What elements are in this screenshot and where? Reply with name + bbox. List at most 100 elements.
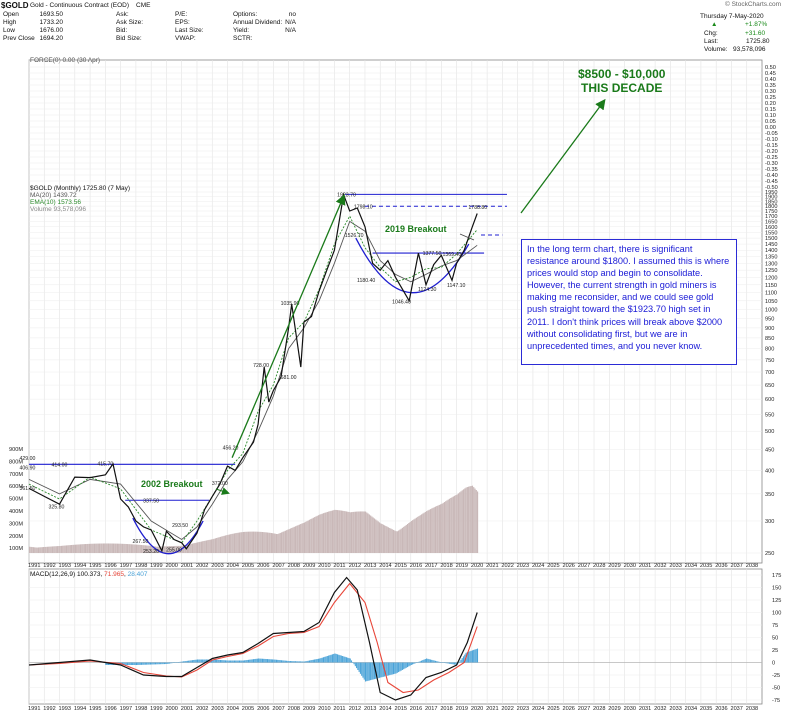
- histogram-bar: [302, 661, 304, 663]
- volume-bar: [424, 511, 426, 553]
- price-tick-label: 1500: [765, 236, 777, 242]
- volume-bar: [104, 543, 106, 553]
- volume-bar: [466, 487, 468, 553]
- histogram-bar: [160, 662, 162, 665]
- force-tick-label: 0.25: [765, 95, 776, 101]
- histogram-bar: [315, 659, 317, 663]
- volume-bar: [191, 543, 194, 553]
- volume-bar: [110, 543, 112, 553]
- legend-ma: MA(20) 1439.72: [30, 192, 77, 199]
- x-tick-label: 2013: [364, 563, 376, 569]
- histogram-bar: [200, 659, 202, 663]
- histogram-bar: [165, 662, 167, 665]
- quote-key: Open: [3, 11, 19, 18]
- volume-bar: [427, 510, 429, 553]
- x-tick-label: 2030: [624, 563, 636, 569]
- volume-bar: [460, 491, 462, 553]
- volume-bar: [31, 547, 33, 553]
- volume-bar: [105, 543, 107, 553]
- volume-bar: [64, 545, 66, 553]
- histogram-bar: [282, 660, 284, 663]
- macd-prefix: MACD(12,26,9): [30, 571, 76, 578]
- volume-bar: [109, 543, 111, 553]
- histogram-bar: [312, 659, 314, 663]
- volume-bar: [259, 531, 261, 553]
- volume-bar: [465, 487, 467, 553]
- histogram-bar: [273, 659, 275, 663]
- volume-bar: [184, 545, 186, 553]
- price-tick-label: 700: [765, 370, 774, 376]
- volume-bar: [269, 532, 271, 553]
- volume-bar: [175, 545, 177, 553]
- volume-bar: [423, 512, 425, 553]
- histogram-bar: [149, 662, 151, 665]
- volume-bar: [404, 525, 406, 553]
- volume-bar: [39, 547, 41, 553]
- volume-bar: [65, 545, 68, 553]
- volume-bar: [241, 532, 243, 553]
- x-tick-label: 2016: [410, 706, 422, 712]
- histogram-bar: [245, 660, 247, 663]
- quote-key: Yield:: [233, 27, 250, 34]
- volume-bar: [461, 490, 463, 553]
- volume-bar: [335, 509, 337, 553]
- histogram-bar: [325, 656, 327, 663]
- histogram-bar: [190, 660, 192, 663]
- histogram-bar: [390, 662, 392, 675]
- histogram-bar: [222, 660, 224, 663]
- histogram-bar: [408, 662, 410, 667]
- histogram-bar: [252, 659, 255, 663]
- price-line: [28, 192, 478, 553]
- quote-key: Annual Dividend:: [233, 19, 283, 26]
- histogram-bar: [195, 659, 197, 663]
- volume-bar: [406, 523, 409, 553]
- legend: $GOLD (Monthly) 1725.80 (7 May) MA(20) 1…: [30, 185, 130, 213]
- volume-tick-label: 600M: [9, 484, 23, 490]
- volume-bar: [210, 539, 213, 553]
- price-label: 414.00: [52, 462, 68, 468]
- volume-bar: [32, 547, 35, 553]
- quote-value: no: [288, 11, 296, 18]
- histogram-bar: [233, 660, 235, 663]
- histogram-bar: [468, 651, 470, 663]
- price-tick-label: 1900: [765, 195, 777, 201]
- x-tick-label: 2010: [318, 706, 330, 712]
- price-label: 728.00: [253, 363, 269, 369]
- x-tick-label: 2021: [486, 563, 498, 569]
- volume-bar: [412, 520, 414, 553]
- volume-bar: [247, 531, 250, 553]
- histogram-bar: [409, 662, 411, 666]
- volume-bar: [471, 485, 474, 553]
- volume-bar: [74, 544, 77, 553]
- volume-bars: [29, 485, 479, 553]
- histogram-bar: [143, 662, 145, 665]
- force-tick-label: -0.15: [765, 143, 778, 149]
- histogram-bar: [442, 662, 444, 663]
- volume-bar: [289, 528, 292, 553]
- histogram-bar: [455, 662, 457, 665]
- x-tick-label: 2036: [715, 706, 727, 712]
- histogram-bar: [448, 662, 451, 664]
- volume-bar: [470, 485, 472, 553]
- histogram-bar: [366, 662, 368, 682]
- volume-bar: [73, 544, 75, 553]
- histogram-bar: [433, 660, 435, 663]
- volume-bar: [272, 533, 274, 553]
- x-tick-label: 2011: [333, 563, 345, 569]
- x-tick-label: 2028: [593, 706, 605, 712]
- histogram-bar: [269, 659, 271, 663]
- quote-value: 1733.20: [39, 19, 64, 26]
- volume-bar: [112, 543, 115, 553]
- volume-bar: [338, 510, 340, 553]
- macd-tick-label: -50: [772, 686, 780, 692]
- x-tick-label: 2027: [578, 563, 590, 569]
- volume-bar: [79, 544, 82, 553]
- force-tick-label: 0.05: [765, 119, 776, 125]
- x-tick-label: 1993: [59, 706, 71, 712]
- x-tick-label: 1999: [150, 706, 162, 712]
- histogram-bar: [107, 662, 109, 665]
- histogram-bar: [381, 662, 383, 678]
- x-tick-label: 1998: [135, 706, 147, 712]
- x-tick-label: 1994: [74, 563, 86, 569]
- volume-bar: [46, 546, 49, 553]
